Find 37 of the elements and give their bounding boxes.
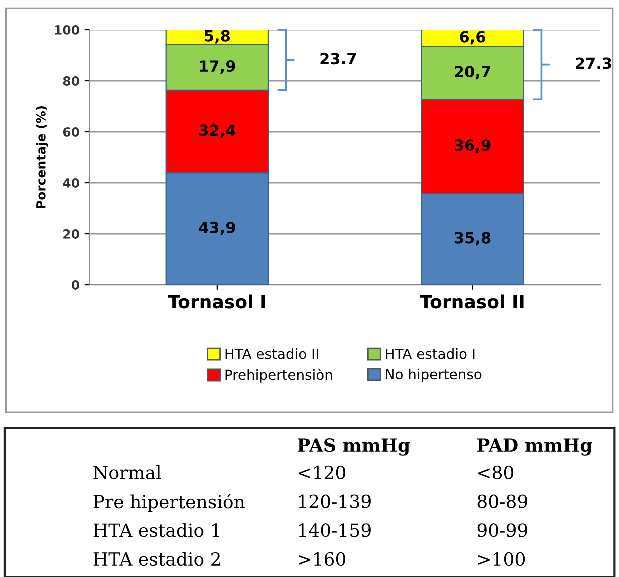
text: Pre hipertensión [94, 494, 245, 512]
legend-label: HTA estadio I [386, 348, 475, 360]
legend-label: No hipertenso [386, 368, 482, 382]
text: 120-139 [299, 494, 371, 508]
text: 43,9 [199, 222, 236, 236]
text: >100 [478, 552, 526, 566]
y-tick-label: 80 [63, 76, 80, 86]
text: 36,9 [454, 140, 491, 154]
text: 5,8 [205, 30, 230, 44]
x-tick-label: Tornasol II [420, 294, 524, 309]
text: 20,7 [455, 66, 490, 80]
y-tick-label: 0 [72, 280, 80, 290]
y-tick-label: 100 [55, 25, 80, 35]
text: HTA estadio 1 [94, 523, 220, 538]
text: 6,6 [460, 31, 486, 45]
text: PAS mmHg [298, 438, 410, 456]
x-tick-label: Tornasol I [168, 294, 266, 309]
legend-label: HTA estadio II [226, 348, 318, 360]
y-tick-label: 60 [63, 127, 80, 137]
text: 17,9 [200, 60, 236, 74]
text: 35,8 [454, 232, 491, 246]
text: PAD mmHg [477, 438, 592, 456]
text: 32,4 [200, 124, 236, 138]
legend-label: Prehipertensiòn [226, 368, 332, 383]
text: 140-159 [299, 524, 371, 538]
text: HTA estadio 2 [94, 552, 220, 566]
y-tick-label: 40 [63, 178, 80, 188]
y-axis-title: Porcentaje (%) [36, 106, 48, 208]
text: 90-99 [478, 524, 528, 538]
y-tick-label: 20 [64, 230, 80, 239]
annotation: 23.7 [320, 53, 356, 65]
text: >160 [299, 552, 346, 566]
text: Normal [94, 466, 162, 480]
annotation: 27.3 [576, 58, 612, 70]
text: 80-89 [478, 494, 528, 508]
text: <80 [478, 466, 514, 480]
text: <120 [299, 466, 346, 480]
